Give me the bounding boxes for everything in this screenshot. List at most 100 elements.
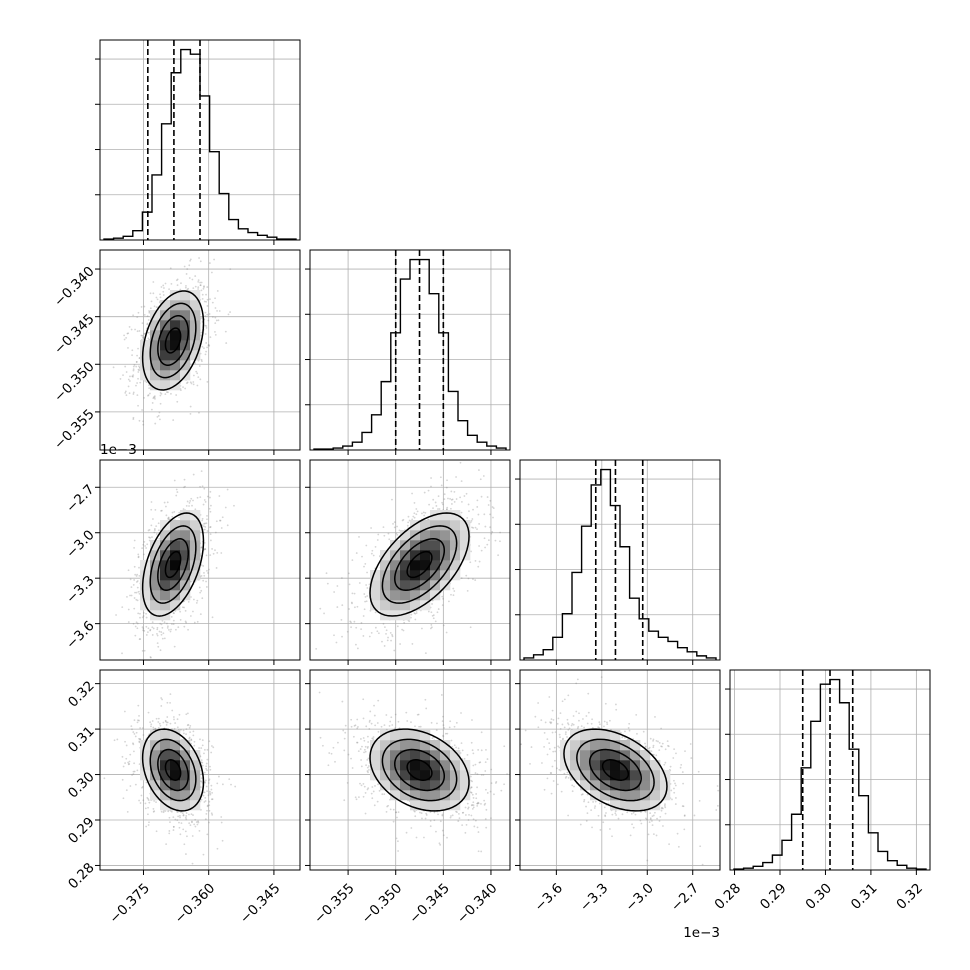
scatter-point bbox=[483, 513, 486, 516]
scatter-point bbox=[149, 721, 152, 724]
scatter-point bbox=[138, 369, 141, 372]
scatter-point bbox=[191, 821, 193, 824]
scatter-point bbox=[212, 552, 215, 555]
scatter-point bbox=[484, 546, 486, 549]
y-tick-label: 0.31 bbox=[65, 723, 98, 756]
scatter-point bbox=[226, 524, 229, 527]
scatter-point bbox=[150, 723, 153, 726]
density-cell bbox=[190, 790, 201, 801]
scatter-point bbox=[132, 391, 135, 394]
density-cell bbox=[440, 570, 451, 581]
scatter-point bbox=[203, 748, 206, 751]
scatter-point bbox=[389, 631, 392, 634]
scatter-point bbox=[189, 381, 192, 384]
scatter-point bbox=[146, 315, 149, 318]
scatter-point bbox=[154, 727, 157, 730]
scatter-point bbox=[163, 501, 166, 504]
scatter-point bbox=[421, 512, 423, 515]
scatter-point bbox=[190, 739, 193, 742]
scatter-point bbox=[335, 641, 338, 644]
scatter-point bbox=[203, 801, 206, 803]
density-cell bbox=[150, 360, 161, 371]
scatter-point bbox=[467, 503, 470, 506]
scatter-point bbox=[176, 726, 179, 729]
density-cell bbox=[150, 600, 161, 611]
scatter-point bbox=[423, 514, 426, 517]
density-cell bbox=[160, 550, 171, 561]
scatter-point bbox=[180, 282, 182, 285]
density-cell bbox=[170, 790, 181, 801]
scatter-point bbox=[432, 617, 435, 620]
scatter-point bbox=[452, 594, 455, 597]
scatter-point bbox=[137, 555, 140, 558]
scatter-point bbox=[365, 764, 367, 767]
contour-line bbox=[157, 538, 190, 592]
scatter-point bbox=[138, 741, 141, 744]
scatter-point bbox=[414, 612, 417, 615]
scatter-point bbox=[132, 365, 135, 368]
scatter-point bbox=[122, 797, 125, 800]
y-tick-label: −0.340 bbox=[51, 263, 98, 310]
x-tick-label: 0.32 bbox=[893, 880, 926, 913]
scatter-point bbox=[154, 397, 156, 400]
density-cell bbox=[160, 370, 171, 381]
scatter-point bbox=[459, 461, 462, 464]
scatter-point bbox=[204, 548, 207, 551]
scatter-point bbox=[476, 804, 479, 807]
scatter-point bbox=[201, 517, 204, 520]
scatter-point bbox=[387, 532, 390, 535]
scatter-point bbox=[478, 469, 480, 471]
scatter-point bbox=[142, 553, 145, 556]
scatter-point bbox=[203, 300, 206, 303]
density-cell bbox=[150, 780, 161, 791]
scatter-point bbox=[197, 279, 200, 282]
scatter-point bbox=[199, 485, 201, 488]
scatter-point bbox=[214, 297, 216, 300]
scatter-point bbox=[134, 634, 137, 637]
scatter-point bbox=[137, 371, 140, 373]
scatter-point bbox=[131, 375, 134, 378]
scatter-point bbox=[199, 786, 202, 789]
scatter-point bbox=[203, 791, 206, 794]
scatter-point bbox=[430, 626, 433, 629]
scatter-point bbox=[224, 330, 227, 333]
scatter-point bbox=[136, 580, 139, 582]
scatter-point bbox=[499, 540, 501, 543]
scatter-point bbox=[172, 612, 175, 614]
scatter-point bbox=[165, 391, 168, 393]
scatter-point bbox=[353, 606, 356, 609]
scatter-point bbox=[200, 331, 203, 334]
scatter-point bbox=[173, 612, 175, 615]
scatter-point bbox=[148, 821, 150, 824]
scatter-point bbox=[135, 591, 138, 594]
scatter-point bbox=[207, 782, 210, 784]
scatter-point bbox=[172, 716, 175, 718]
scatter-point bbox=[142, 423, 145, 426]
scatter-point bbox=[209, 526, 212, 528]
scatter-point bbox=[194, 285, 197, 288]
scatter-point bbox=[437, 508, 439, 510]
density-cell bbox=[420, 540, 431, 551]
scatter-point bbox=[141, 649, 144, 652]
scatter-point bbox=[449, 720, 452, 723]
scatter-point bbox=[141, 727, 144, 730]
scatter-point bbox=[460, 500, 463, 503]
scatter-point bbox=[467, 806, 470, 809]
scatter-point bbox=[407, 515, 410, 518]
scatter-point bbox=[160, 705, 163, 707]
scatter-point bbox=[200, 564, 203, 566]
scatter-point bbox=[151, 402, 154, 404]
scatter-point bbox=[191, 278, 194, 281]
scatter-point bbox=[333, 634, 335, 637]
contour-line bbox=[394, 538, 446, 592]
scatter-point bbox=[219, 519, 221, 522]
scatter-point bbox=[183, 265, 186, 268]
scatter-point bbox=[129, 753, 132, 756]
density-cell bbox=[150, 330, 161, 341]
scatter-point bbox=[211, 548, 213, 550]
scatter-point bbox=[212, 746, 215, 749]
scatter-point bbox=[218, 495, 221, 497]
density-cell bbox=[460, 530, 471, 541]
scatter-point bbox=[135, 598, 138, 601]
scatter-point bbox=[474, 526, 477, 529]
